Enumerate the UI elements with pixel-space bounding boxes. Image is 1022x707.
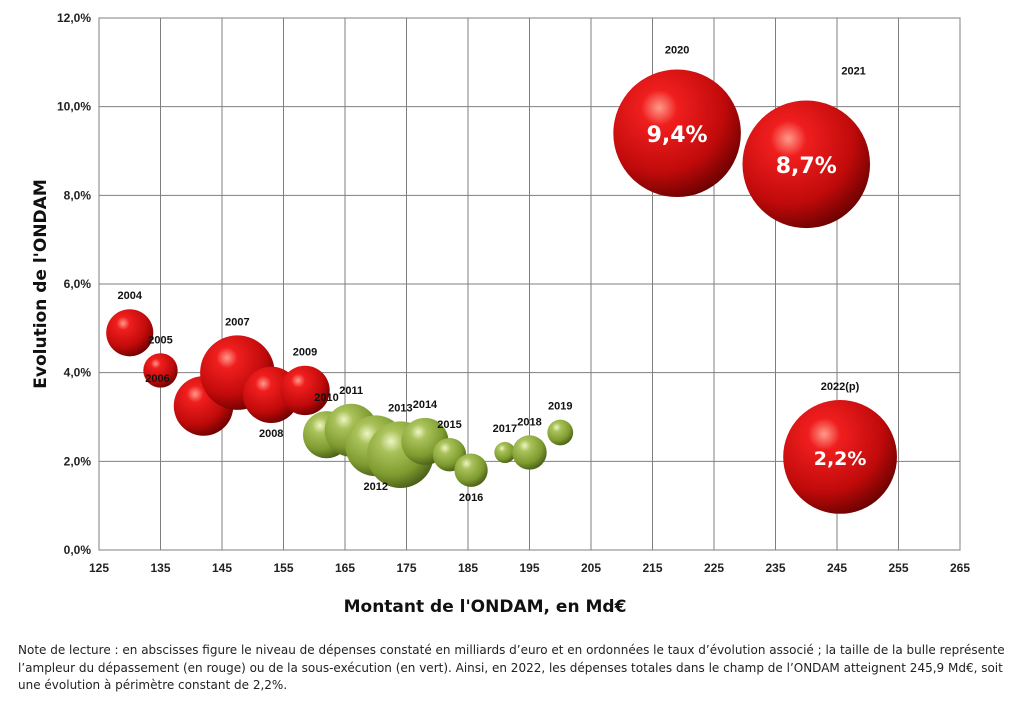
x-tick-label: 135: [150, 561, 170, 575]
bubble-year-label: 2005: [148, 334, 172, 346]
bubble-year-label: 2021: [841, 66, 865, 78]
y-axis-title: Evolution de l'ONDAM: [31, 179, 51, 388]
bubble-year-label: 2004: [118, 290, 143, 302]
bubble-year-label: 2020: [665, 44, 689, 56]
bubble-year-label: 2010: [314, 392, 338, 404]
bubble-2016: [454, 453, 488, 487]
bubble-year-label: 2008: [259, 428, 283, 440]
bubble-year-label: 2016: [459, 492, 483, 504]
bubble-value-label: 8,7%: [776, 154, 837, 179]
y-tick-label: 2,0%: [64, 454, 92, 468]
bubble-year-label: 2007: [225, 316, 249, 328]
bubble-year-label: 2006: [145, 373, 169, 385]
x-tick-label: 125: [89, 561, 109, 575]
y-tick-label: 8,0%: [64, 188, 92, 202]
x-tick-label: 185: [458, 561, 478, 575]
y-tick-label: 10,0%: [57, 100, 91, 114]
bubble-year-label: 2015: [437, 419, 461, 431]
x-tick-label: 245: [827, 561, 847, 575]
y-axis-ticks: 0,0% 2,0% 4,0% 6,0% 8,0% 10,0% 12,0%: [57, 11, 91, 557]
bubble-2020: [613, 69, 741, 198]
bubble-year-label: 2012: [364, 481, 388, 493]
x-axis-ticks: 125 135 145 155 165 175 185 195 205 215 225 235 245 2…: [89, 561, 970, 575]
x-tick-label: 155: [273, 561, 293, 575]
x-tick-label: 165: [335, 561, 355, 575]
bubble-2019: [547, 419, 574, 446]
x-tick-label: 235: [765, 561, 785, 575]
bubble-year-label: 2011: [339, 385, 363, 397]
y-tick-label: 6,0%: [64, 277, 92, 291]
x-axis-title: Montant de l'ONDAM, en Md€: [344, 597, 627, 617]
bubble-value-label: 2,2%: [814, 448, 867, 470]
plot-area-border: [98, 17, 961, 551]
x-tick-label: 195: [519, 561, 539, 575]
bubble-year-label: 2017: [493, 423, 517, 435]
reading-note: Note de lecture : en abscisses figure le…: [18, 643, 1005, 692]
x-tick-label: 145: [212, 561, 232, 575]
x-tick-label: 225: [704, 561, 724, 575]
bubble-2009: [280, 365, 330, 416]
bubble-2021: [742, 100, 871, 229]
bubble-year-label: 2019: [548, 401, 572, 413]
x-tick-label: 265: [950, 561, 970, 575]
x-tick-label: 255: [888, 561, 908, 575]
bubble-2004: [106, 309, 154, 357]
bubble-2018: [512, 435, 547, 470]
bubble-value-label: 9,4%: [647, 123, 708, 148]
y-tick-label: 4,0%: [64, 366, 92, 380]
bubble-year-label: 2013: [388, 402, 412, 414]
bubble-chart: 0,0% 2,0% 4,0% 6,0% 8,0% 10,0% 12,0% 125 135 145…: [31, 11, 970, 617]
bubble-year-label: 2014: [413, 399, 438, 411]
x-tick-label: 175: [396, 561, 416, 575]
bubble-year-label: 2009: [293, 347, 317, 359]
bubbles: [106, 69, 897, 514]
bubble-year-label: 2018: [517, 416, 541, 428]
x-tick-label: 205: [581, 561, 601, 575]
bubble-2022(p): [783, 400, 897, 514]
bubble-2005: [143, 353, 178, 388]
x-tick-label: 215: [642, 561, 662, 575]
y-tick-label: 12,0%: [57, 11, 91, 25]
y-tick-label: 0,0%: [64, 543, 92, 557]
bubble-2017: [494, 441, 516, 463]
bubble-year-label: 2022(p): [821, 381, 860, 393]
